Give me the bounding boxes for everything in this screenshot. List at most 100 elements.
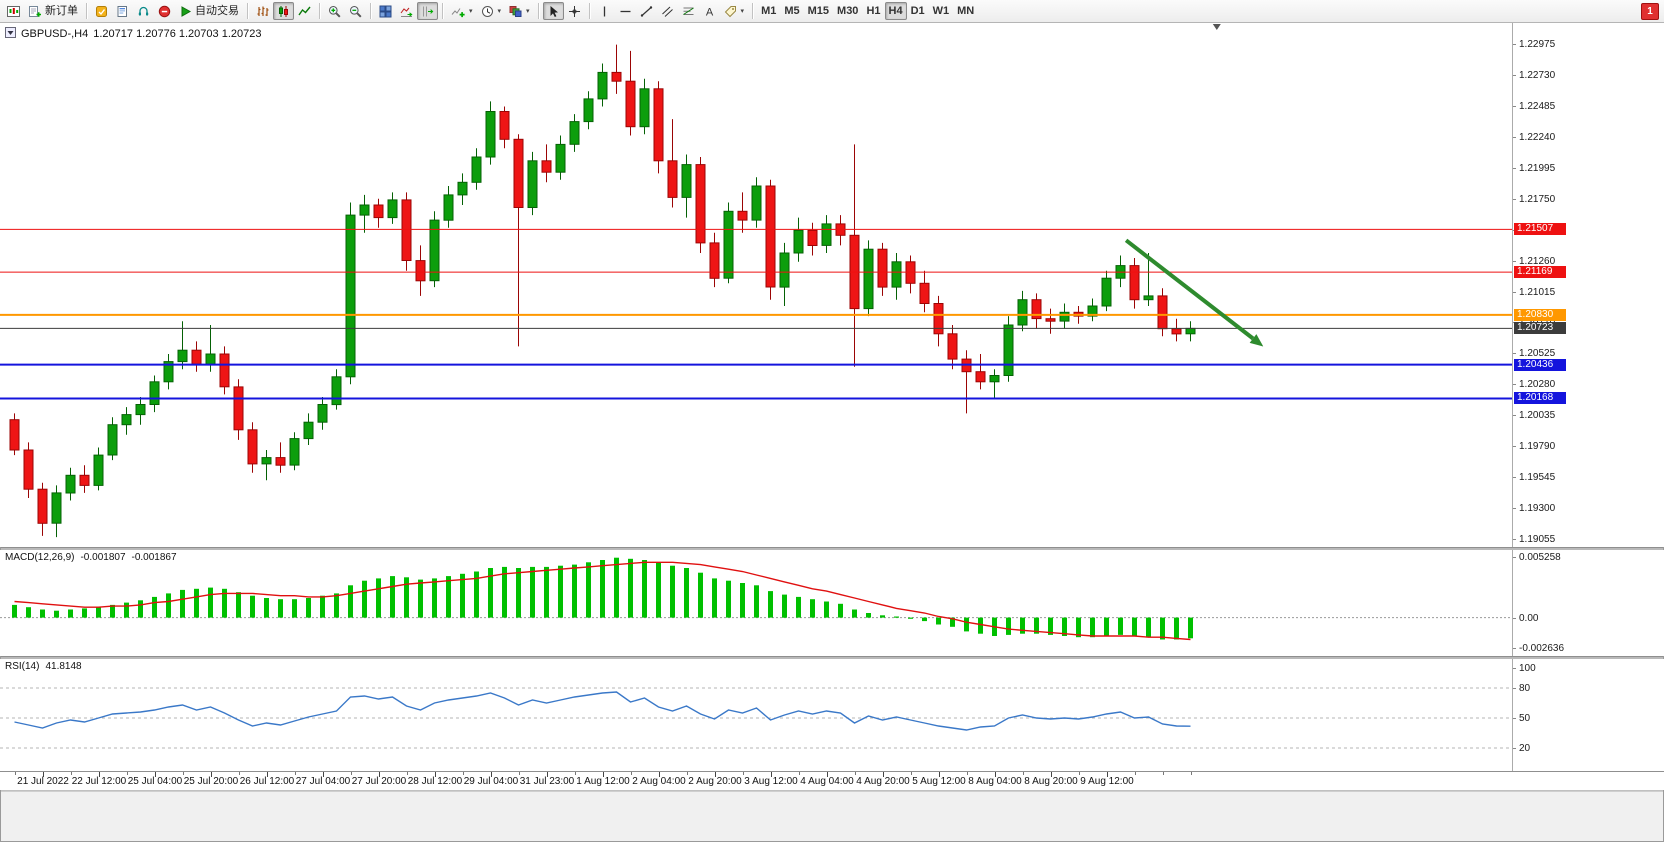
- time-tick: [295, 772, 296, 775]
- bar-chart-button[interactable]: [252, 2, 273, 20]
- cursor-group: [542, 0, 585, 22]
- rsi-tick: [1513, 718, 1516, 719]
- autotrade-icon: [179, 5, 192, 18]
- toolbar-separator: [319, 3, 320, 19]
- tf-m1-label: M1: [761, 5, 777, 17]
- text-button[interactable]: A: [699, 2, 720, 20]
- new-order-button-label: 新订单: [45, 5, 78, 17]
- chart-shift-button[interactable]: [417, 2, 438, 20]
- signals-button[interactable]: [91, 2, 112, 20]
- time-tick-major: [99, 772, 100, 777]
- trendline-button[interactable]: [636, 2, 657, 20]
- rsi-title: RSI(14) 41.8148: [5, 661, 82, 672]
- main-chart-plot[interactable]: GBPUSD-,H4 1.20717 1.20776 1.20703 1.207…: [0, 23, 1512, 547]
- notification-badge[interactable]: 1: [1641, 2, 1659, 20]
- chevron-down-icon: ▾: [526, 8, 530, 15]
- window-group: [375, 0, 438, 22]
- tf-mn[interactable]: MN: [953, 2, 978, 20]
- profile-button[interactable]: [112, 2, 133, 20]
- time-label: 3 Aug 12:00: [744, 776, 798, 787]
- chart-window-menu[interactable]: [3, 2, 24, 20]
- time-axis[interactable]: 21 Jul 2022 22 Jul 12:00 25 Jul 04:00 25 Ju…: [0, 771, 1664, 790]
- candle-chart-button[interactable]: [273, 2, 294, 20]
- time-tick-major: [883, 772, 884, 777]
- time-label: 22 Jul 12:00: [71, 776, 127, 787]
- rsi-chart[interactable]: [0, 659, 1512, 771]
- crosshair-icon: [568, 5, 581, 18]
- tf-h4-label: H4: [888, 5, 903, 17]
- hline-icon: [619, 5, 632, 18]
- toolbar-separator: [442, 3, 443, 19]
- chart-symbol-icon[interactable]: [5, 27, 16, 41]
- tf-d1[interactable]: D1: [907, 2, 929, 20]
- time-tick: [463, 772, 464, 775]
- news-button[interactable]: [154, 2, 175, 20]
- templates-button[interactable]: ▾: [505, 2, 534, 20]
- macd-tick: [1513, 618, 1516, 619]
- support-button[interactable]: [133, 2, 154, 20]
- price-tick: [1513, 292, 1516, 293]
- new-order-button[interactable]: 新订单: [24, 2, 82, 20]
- macd-plot[interactable]: MACD(12,26,9) -0.001807 -0.001867: [0, 550, 1512, 656]
- crosshair-button[interactable]: [564, 2, 585, 20]
- candles: [9, 44, 1196, 538]
- price-tick: [1513, 137, 1516, 138]
- macd-chart[interactable]: [0, 550, 1512, 656]
- autotrading-button-label: 自动交易: [195, 5, 239, 17]
- rsi-axis-label: 50: [1519, 713, 1531, 724]
- cursor-button[interactable]: [542, 2, 564, 20]
- arrows-button[interactable]: ▾: [720, 2, 749, 20]
- time-tick-major: [715, 772, 716, 777]
- hline-button[interactable]: [615, 2, 636, 20]
- rsi-plot[interactable]: RSI(14) 41.8148: [0, 659, 1512, 771]
- time-tick: [631, 772, 632, 775]
- line-chart-button[interactable]: [294, 2, 315, 20]
- auto-scroll-icon: [400, 5, 413, 18]
- fibonacci-button[interactable]: [678, 2, 699, 20]
- time-tick-major: [323, 772, 324, 777]
- panel-separator-rsi[interactable]: [0, 656, 1664, 659]
- price-axis[interactable]: 1.22975 1.22730 1.22485 1.22240 1.21995 1.217…: [1512, 23, 1664, 547]
- price-tick: [1513, 261, 1516, 262]
- time-tick: [1023, 772, 1024, 775]
- time-tick-major: [155, 772, 156, 777]
- price-label: 1.19790: [1519, 441, 1556, 452]
- tf-m5[interactable]: M5: [780, 2, 803, 20]
- time-tick: [799, 772, 800, 775]
- time-tick: [575, 772, 576, 775]
- auto-scroll-button[interactable]: [396, 2, 417, 20]
- tf-h4[interactable]: H4: [884, 2, 907, 20]
- tile-windows-button[interactable]: [375, 2, 396, 20]
- zoom-out-button[interactable]: [345, 2, 366, 20]
- periods-button[interactable]: ▾: [477, 2, 506, 20]
- rsi-axis[interactable]: 100 80 50 20: [1512, 659, 1664, 771]
- svg-text:A: A: [705, 6, 713, 18]
- autotrading-button[interactable]: 自动交易: [175, 2, 243, 20]
- time-label: 4 Aug 04:00: [800, 776, 854, 787]
- panel-separator-macd[interactable]: [0, 547, 1664, 550]
- tf-m30[interactable]: M30: [833, 2, 862, 20]
- candlestick-chart[interactable]: [0, 23, 1512, 547]
- channel-button[interactable]: [657, 2, 678, 20]
- macd-axis[interactable]: 0.005258 0.00 -0.002636: [1512, 550, 1664, 656]
- tf-m1[interactable]: M1: [757, 2, 780, 20]
- tf-w1[interactable]: W1: [929, 2, 954, 20]
- indicators-button[interactable]: ▾: [447, 2, 477, 20]
- text-icon: A: [703, 5, 716, 18]
- price-label: 1.22485: [1519, 101, 1556, 112]
- price-label: 1.20280: [1519, 379, 1556, 390]
- time-label: 29 Jul 04:00: [463, 776, 519, 787]
- vline-button[interactable]: [594, 2, 615, 20]
- tf-m15[interactable]: M15: [804, 2, 833, 20]
- chevron-down-icon: ▾: [740, 8, 745, 15]
- zoom-in-button[interactable]: [324, 2, 345, 20]
- chevron-down-icon: ▾: [469, 8, 473, 15]
- trendline-icon: [640, 5, 653, 18]
- time-tick: [239, 772, 240, 775]
- tf-h1[interactable]: H1: [862, 2, 884, 20]
- bar-chart-icon: [256, 5, 269, 18]
- time-tick: [743, 772, 744, 775]
- price-tag: 1.21169: [1514, 266, 1566, 278]
- macd-value-main: -0.001807: [80, 552, 126, 563]
- clock-icon: [481, 5, 494, 18]
